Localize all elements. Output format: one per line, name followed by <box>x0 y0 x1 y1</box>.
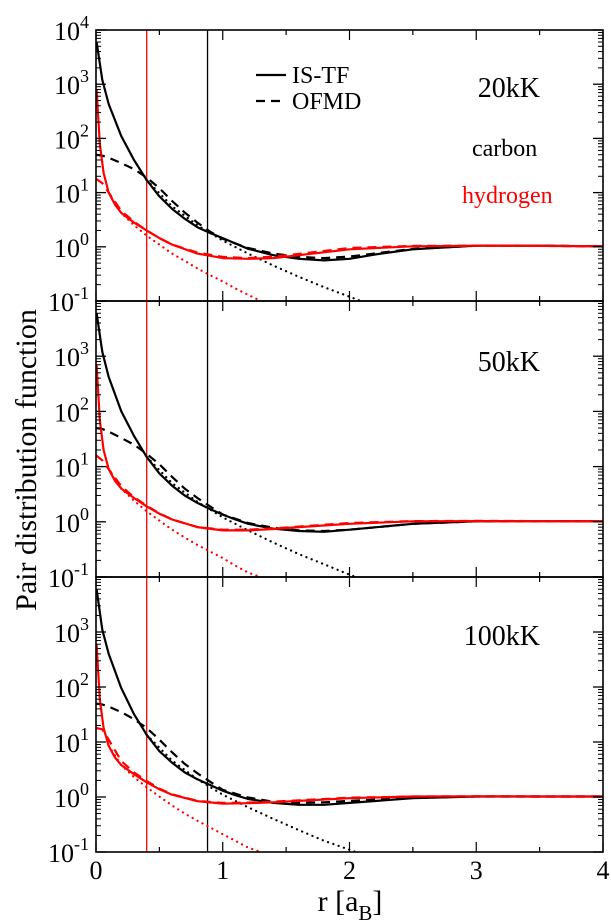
y-tick-label: 10-1 <box>48 559 89 593</box>
carbon-bare-curve <box>145 733 360 852</box>
hydrogen-is-tf-curve <box>96 364 603 532</box>
x-axis-label: r [aB] <box>318 885 383 924</box>
legend: IS-TF OFMD <box>256 63 361 115</box>
y-tick-label: 103 <box>54 614 89 648</box>
hydrogen-bare-curve <box>107 191 262 301</box>
x-axis-label-close: ] <box>372 885 382 918</box>
carbon-is-tf-curve <box>96 313 603 533</box>
panel-50kK: 50kK <box>95 300 604 578</box>
y-tick-label: 100 <box>54 504 89 538</box>
panel-title: 20kK <box>478 73 540 104</box>
y-axis-label: Pair distribution function <box>10 309 43 611</box>
x-tick-label: 3 <box>470 856 483 885</box>
x-tick-label: 2 <box>343 856 356 885</box>
plot-frame <box>95 576 604 853</box>
y-tick-label: 102 <box>54 669 89 703</box>
carbon-ofmd-curve <box>96 153 603 260</box>
carbon-label: carbon <box>472 136 537 162</box>
plot-frame <box>95 29 604 302</box>
carbon-bare-curve <box>145 455 360 577</box>
carbon-ofmd-curve <box>96 702 603 805</box>
panel-title: 100kK <box>464 621 540 652</box>
y-tick-label: 101 <box>54 449 89 483</box>
panel-100kK: 100kK <box>95 576 604 853</box>
y-tick-label: 102 <box>54 120 89 154</box>
x-tick-label: 4 <box>597 856 610 885</box>
series-group <box>96 589 603 852</box>
panels: 20kK 50kK 100kK <box>95 29 604 853</box>
x-tick-label: 0 <box>90 856 103 885</box>
hydrogen-ofmd-curve <box>96 454 603 531</box>
y-tick-label: 101 <box>54 175 89 209</box>
series-group <box>96 41 603 301</box>
hydrogen-ofmd-curve <box>96 177 603 260</box>
legend-solid-label: IS-TF <box>292 63 349 89</box>
y-tick-label: 10-1 <box>48 834 89 868</box>
legend-dashed-label: OFMD <box>292 89 361 115</box>
hydrogen-bare-curve <box>107 468 262 577</box>
carbon-ofmd-curve <box>96 426 603 533</box>
panel-title: 50kK <box>478 347 540 378</box>
tick-labels: 10-110010110210310410-110010110210310-11… <box>48 12 610 885</box>
y-tick-label: 102 <box>54 393 89 427</box>
hydrogen-ofmd-curve <box>96 726 603 805</box>
x-tick-label: 1 <box>216 856 229 885</box>
x-axis-label-main: r [a <box>318 885 359 918</box>
series-group <box>96 313 603 577</box>
carbon-is-tf-curve <box>96 589 603 806</box>
y-tick-label: 103 <box>54 66 89 100</box>
y-tick-label: 101 <box>54 724 89 758</box>
y-tick-label: 100 <box>54 229 89 263</box>
y-tick-label: 104 <box>54 12 89 46</box>
panel-20kK: 20kK <box>95 29 604 302</box>
hydrogen-is-tf-curve <box>96 644 603 805</box>
hydrogen-label: hydrogen <box>462 183 553 209</box>
y-tick-label: 10-1 <box>48 283 89 317</box>
plot-frame <box>95 300 604 578</box>
y-tick-label: 100 <box>54 779 89 813</box>
carbon-bare-curve <box>145 179 364 301</box>
y-tick-label: 103 <box>54 338 89 372</box>
x-axis-label-subscript: B <box>358 901 372 924</box>
